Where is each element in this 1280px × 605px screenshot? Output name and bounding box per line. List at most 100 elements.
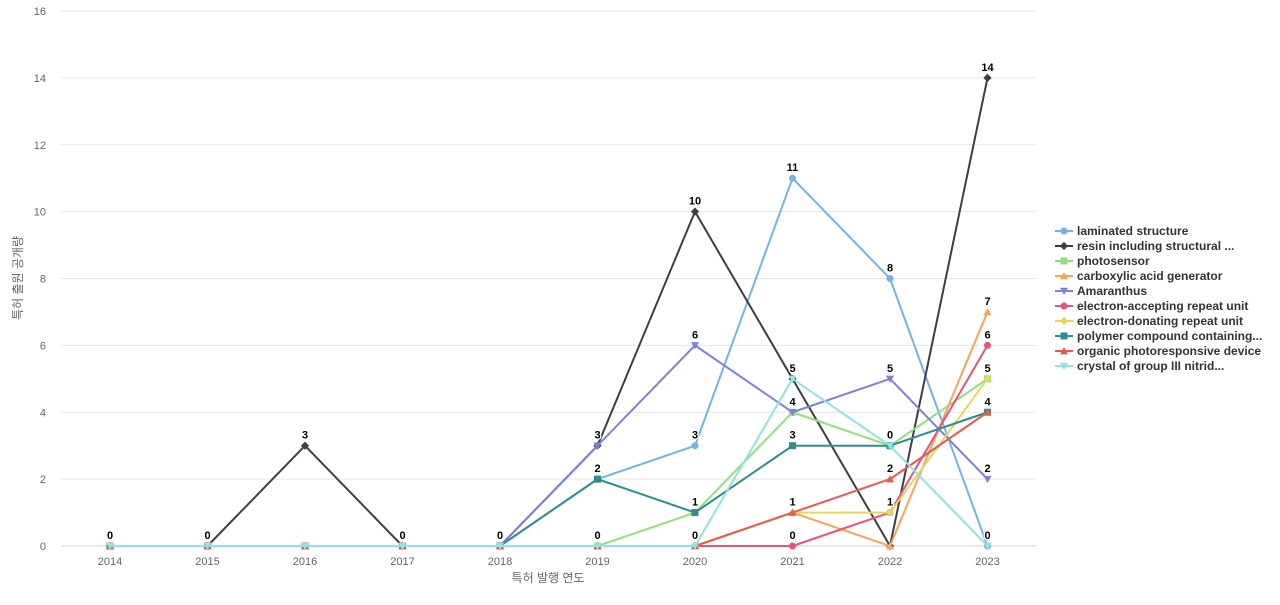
data-point[interactable] [886,542,894,550]
x-tick-label: 2021 [780,556,804,568]
legend-marker[interactable] [1060,302,1068,309]
legend-item[interactable]: organic photoresponsive device [1055,343,1277,358]
legend-label: electron-donating repeat unit [1077,313,1244,328]
series-line[interactable] [110,77,989,547]
data-point[interactable] [983,374,992,383]
data-point[interactable] [593,442,602,450]
data-point[interactable] [885,508,895,517]
data-point[interactable] [691,342,699,350]
legend-marker[interactable] [1060,271,1068,279]
data-point[interactable] [789,174,796,182]
data-point[interactable] [691,542,699,550]
data-point[interactable] [594,475,601,483]
legend-label: organic photoresponsive device [1077,343,1262,358]
legend-marker[interactable] [1060,287,1068,295]
legend-marker[interactable] [1060,227,1068,234]
data-point[interactable] [983,542,992,550]
data-point[interactable] [691,442,699,450]
legend-item[interactable]: photosensor [1055,253,1277,268]
legend-label: photosensor [1077,253,1150,268]
data-label: 0 [204,530,210,542]
data-point[interactable] [788,508,797,516]
data-label: 5 [984,363,990,375]
legend-label: resin including structural ... [1077,238,1235,253]
legend-marker[interactable] [1060,362,1068,370]
data-point[interactable] [886,442,894,450]
data-point[interactable] [593,542,602,550]
y-tick-label: 12 [34,140,46,152]
legend-item[interactable]: electron-donating repeat unit [1055,313,1277,328]
legend-marker[interactable] [1060,257,1068,264]
data-label: 0 [497,530,503,542]
data-point[interactable] [788,409,797,417]
data-point[interactable] [788,375,797,383]
data-point[interactable] [983,475,992,484]
data-point[interactable] [789,442,796,450]
grid-lines [61,10,1036,480]
legend-symbol [1055,332,1073,339]
legend-symbol [1055,271,1073,279]
data-label: 2 [887,463,893,475]
data-label: 4 [984,396,991,408]
data-point[interactable] [789,542,796,550]
legend-item[interactable]: carboxylic acid generator [1055,268,1277,283]
legend-symbol [1055,287,1073,295]
legend-item[interactable]: crystal of group III nitrid... [1055,358,1277,373]
legend-item[interactable]: polymer compound containing... [1055,328,1277,343]
data-label: 3 [302,430,308,442]
series-line[interactable] [110,377,989,547]
x-tick-label: 2019 [585,556,609,568]
legend-marker[interactable] [1059,241,1069,250]
data-point[interactable] [300,441,310,450]
data-label: 1 [692,497,698,509]
data-point[interactable] [106,542,114,550]
data-point[interactable] [886,475,894,483]
data-point[interactable] [691,509,699,517]
y-axis-title: 특허 출원 공개량 [11,236,25,320]
legend-marker[interactable] [1060,332,1068,339]
data-label: 0 [984,530,990,542]
legend-symbol [1055,241,1073,250]
series-line[interactable] [110,377,989,547]
x-tick-label: 2023 [975,556,999,568]
data-point[interactable] [984,341,991,349]
data-label: 3 [692,430,698,442]
x-tick-label: 2016 [293,556,317,568]
legend-marker[interactable] [1059,316,1069,325]
legend-label: electron-accepting repeat unit [1077,298,1249,313]
data-point[interactable] [886,275,894,282]
legend-item[interactable]: electron-accepting repeat unit [1055,298,1277,313]
legend-item[interactable]: laminated structure [1055,223,1277,238]
data-point[interactable] [983,307,992,316]
data-label: 0 [399,530,405,542]
data-label: 8 [887,263,893,275]
series-line[interactable] [110,378,989,547]
data-point[interactable] [886,375,894,383]
x-tick-label: 2020 [683,556,707,568]
legend-label: Amaranthus [1077,283,1148,298]
legend-label: carboxylic acid generator [1077,268,1223,283]
legend-symbol [1055,257,1073,264]
data-point[interactable] [203,542,212,550]
legend-symbol [1055,316,1073,325]
legend-item[interactable]: resin including structural ... [1055,238,1277,253]
legend-marker[interactable] [1060,346,1068,354]
legend-item[interactable]: Amaranthus [1055,283,1277,298]
legend-label: laminated structure [1077,223,1189,238]
y-tick-label: 16 [34,6,46,18]
data-point[interactable] [983,408,992,416]
y-tick-label: 8 [40,274,46,286]
x-tick-label: 2022 [878,556,902,568]
data-point[interactable] [398,542,407,550]
legend-symbol [1055,362,1073,370]
data-point[interactable] [690,207,700,216]
data-point[interactable] [496,542,504,550]
x-axis-ticks: 2014 2015 2016 2017 2018 2019 2020 2021 2022 2023 [98,556,1000,568]
legend: laminated structure resin including struc… [1055,223,1277,373]
data-point[interactable] [983,73,992,82]
data-point[interactable] [301,542,309,550]
data-label: 0 [887,430,893,442]
